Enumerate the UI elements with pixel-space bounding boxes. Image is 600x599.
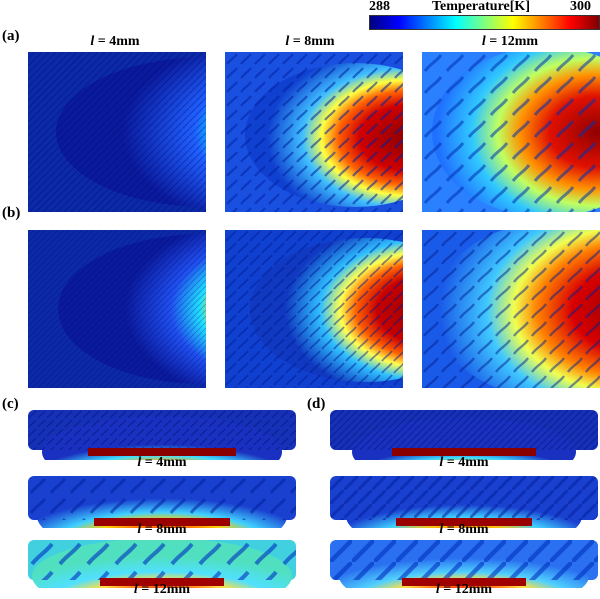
colorbar-min-label: 288	[369, 0, 390, 14]
panel-label-c: (c)	[2, 396, 19, 412]
strip-c-8mm	[28, 476, 296, 528]
colorbar-title: Temperature[K]	[432, 0, 530, 14]
tile-b-8mm	[225, 230, 403, 388]
strip-label-d-8mm: l = 8mm	[439, 522, 489, 537]
strip-d-4mm	[330, 410, 598, 460]
column-label-8mm: l = 8mm	[285, 34, 335, 49]
strip-c-12mm	[28, 540, 296, 588]
panel-label-a: (a)	[2, 28, 20, 44]
column-label-12mm: l = 12mm	[481, 34, 539, 49]
tile-b-4mm	[28, 230, 206, 388]
strip-label-d-12mm: l = 12mm	[435, 582, 493, 597]
strip-label-c-12mm: l = 12mm	[133, 582, 191, 597]
panel-label-b: (b)	[2, 205, 21, 221]
tile-a-8mm	[225, 52, 403, 212]
strip-label-c-4mm: l = 4mm	[137, 455, 187, 470]
tile-a-4mm	[28, 52, 206, 212]
strip-d-12mm	[330, 540, 598, 588]
tile-b-12mm	[422, 230, 600, 388]
temperature-colorbar	[369, 15, 600, 30]
strip-label-d-4mm: l = 4mm	[439, 455, 489, 470]
colorbar-max-label: 300	[570, 0, 591, 14]
strip-c-4mm	[28, 410, 296, 460]
strip-label-c-8mm: l = 8mm	[137, 522, 187, 537]
strip-d-8mm	[330, 476, 598, 528]
panel-label-d: (d)	[307, 396, 326, 412]
column-label-4mm: l = 4mm	[90, 34, 140, 49]
tile-a-12mm	[422, 52, 600, 212]
